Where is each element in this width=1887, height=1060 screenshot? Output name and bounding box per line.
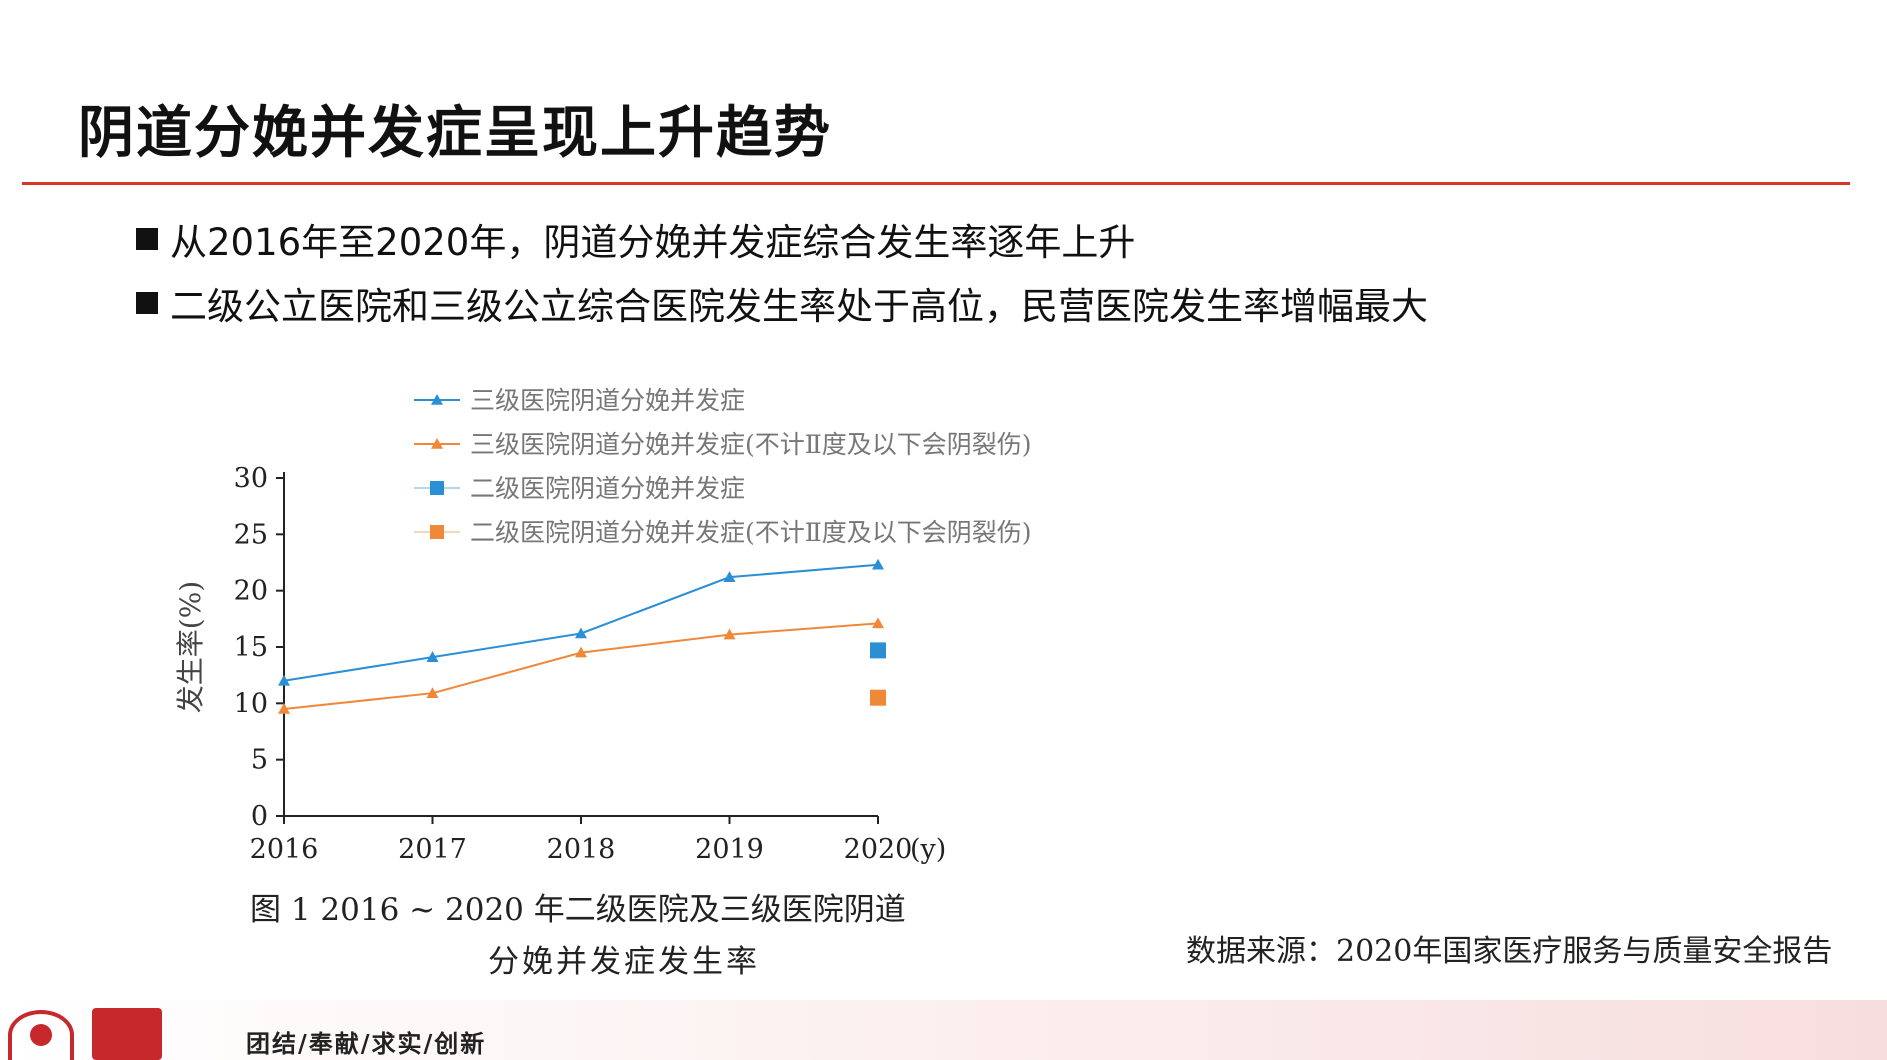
bullet-square-icon bbox=[136, 292, 158, 314]
y-tick-label: 15 bbox=[234, 632, 268, 663]
data-point-series-1 bbox=[872, 558, 884, 570]
data-point-series-1 bbox=[278, 674, 290, 686]
x-axis-unit: (y) bbox=[910, 834, 946, 865]
incidence-line-chart: 0 5 10 15 20 25 30 2016 2017 2018 2019 2020(y) 发生率(%… bbox=[174, 386, 1032, 865]
figure-caption-line-1: 图 1 2016 ~ 2020 年二级医院及三级医院阴道 bbox=[250, 892, 906, 928]
footer-bar bbox=[0, 1000, 1887, 1060]
legend-label-4: 二级医院阴道分娩并发症(不计Ⅱ度及以下会阴裂伤) bbox=[470, 518, 1032, 547]
y-tick-label: 5 bbox=[251, 745, 268, 776]
data-point-series-1 bbox=[575, 627, 587, 639]
footer-motto: 团结/奉献/求实/创新 bbox=[246, 1029, 487, 1058]
y-tick-label: 0 bbox=[251, 801, 268, 832]
x-tick-label: 2018 bbox=[547, 834, 616, 865]
bullet-text-1: 从2016年至2020年，阴道分娩并发症综合发生率逐年上升 bbox=[170, 221, 1136, 264]
y-tick-label: 30 bbox=[234, 463, 268, 494]
data-point-series-3 bbox=[870, 642, 886, 659]
hospital-emblem-icon bbox=[8, 1010, 74, 1060]
y-axis-label: 发生率(%) bbox=[174, 581, 207, 713]
bullet-item-2: 二级公立医院和三级公立综合医院发生率处于高位，民营医院发生率增幅最大 bbox=[136, 276, 1428, 330]
data-point-series-1 bbox=[426, 651, 439, 662]
data-point-series-2 bbox=[575, 646, 587, 658]
hospital-logo-icon bbox=[92, 1008, 162, 1060]
bullet-square-icon bbox=[136, 228, 158, 250]
bullet-text-2: 二级公立医院和三级公立综合医院发生率处于高位，民营医院发生率增幅最大 bbox=[170, 285, 1428, 328]
data-source-note: 数据来源：2020年国家医疗服务与质量安全报告 bbox=[1186, 934, 1833, 969]
legend-marker-3 bbox=[430, 481, 444, 495]
data-point-series-2 bbox=[723, 628, 736, 640]
data-point-series-2 bbox=[426, 687, 439, 698]
legend-marker-4 bbox=[430, 525, 444, 539]
page-title: 阴道分娩并发症呈现上升趋势 bbox=[78, 101, 832, 166]
data-point-series-4 bbox=[870, 689, 886, 706]
y-tick-label: 20 bbox=[234, 576, 268, 607]
x-tick-label: 2017 bbox=[398, 834, 467, 865]
x-tick-label: 2019 bbox=[695, 834, 764, 865]
x-tick-label: 2016 bbox=[250, 834, 319, 865]
data-point-series-2 bbox=[872, 617, 884, 629]
x-tick-label: 2020 bbox=[844, 834, 913, 865]
legend-marker-2 bbox=[431, 438, 443, 449]
bullet-item-1: 从2016年至2020年，阴道分娩并发症综合发生率逐年上升 bbox=[136, 212, 1135, 266]
legend-label-3: 二级医院阴道分娩并发症 bbox=[470, 474, 745, 503]
data-point-series-1 bbox=[723, 571, 736, 582]
y-tick-label: 10 bbox=[234, 688, 268, 719]
title-divider bbox=[22, 182, 1850, 185]
legend-label-2: 三级医院阴道分娩并发症(不计Ⅱ度及以下会阴裂伤) bbox=[470, 430, 1032, 459]
legend-marker-1 bbox=[431, 394, 443, 405]
series-line-1 bbox=[283, 563, 879, 682]
data-point-series-2 bbox=[278, 702, 290, 714]
legend-label-1: 三级医院阴道分娩并发症 bbox=[470, 386, 745, 415]
figure-caption-line-2: 分娩并发症发生率 bbox=[488, 944, 760, 980]
y-tick-label: 25 bbox=[234, 519, 268, 550]
